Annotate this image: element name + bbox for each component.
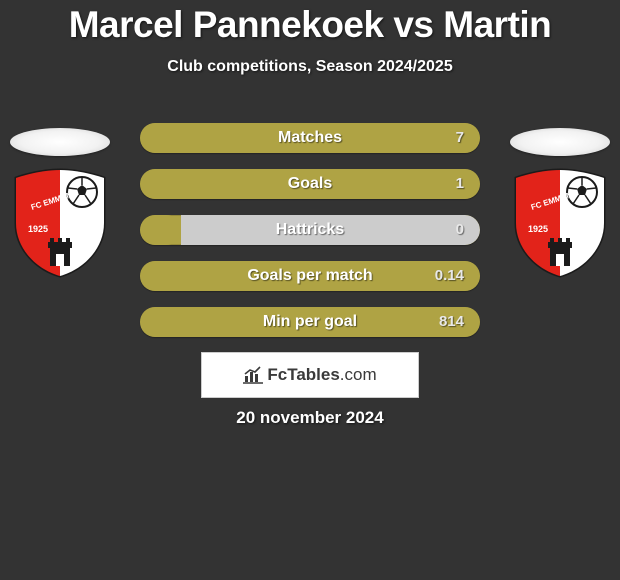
source-badge: FcTables.com <box>201 352 419 398</box>
stat-value: 0.14 <box>435 261 464 291</box>
stat-bar: Goals per match0.14 <box>140 261 480 291</box>
player-comparison-card: Marcel Pannekoek vs Martin Club competit… <box>0 0 620 580</box>
player-photo-placeholder <box>10 128 110 156</box>
stat-bar: Goals1 <box>140 169 480 199</box>
page-subtitle: Club competitions, Season 2024/2025 <box>0 58 620 76</box>
comparison-date: 20 november 2024 <box>0 408 620 428</box>
stat-label: Min per goal <box>140 307 480 337</box>
stat-label: Matches <box>140 123 480 153</box>
stat-label: Goals <box>140 169 480 199</box>
club-crest-left: FC EMMEN 1925 <box>10 168 110 278</box>
svg-text:1925: 1925 <box>28 224 48 234</box>
svg-text:1925: 1925 <box>528 224 548 234</box>
stats-list: Matches7Goals1Hattricks0Goals per match0… <box>140 123 480 353</box>
right-player-column: FC EMMEN 1925 <box>500 120 620 320</box>
stat-bar: Hattricks0 <box>140 215 480 245</box>
stat-label: Hattricks <box>140 215 480 245</box>
left-player-column: FC EMMEN 1925 <box>0 120 120 320</box>
bar-chart-icon <box>243 366 263 384</box>
stat-value: 7 <box>456 123 464 153</box>
page-title: Marcel Pannekoek vs Martin <box>0 0 620 46</box>
stat-bar: Min per goal814 <box>140 307 480 337</box>
club-crest-right: FC EMMEN 1925 <box>510 168 610 278</box>
tower-icon <box>548 238 572 266</box>
source-name-rest: .com <box>340 365 377 385</box>
tower-icon <box>48 238 72 266</box>
stat-value: 1 <box>456 169 464 199</box>
stat-value: 0 <box>456 215 464 245</box>
player-photo-placeholder <box>510 128 610 156</box>
stat-value: 814 <box>439 307 464 337</box>
stat-label: Goals per match <box>140 261 480 291</box>
source-name-bold: FcTables <box>267 365 339 385</box>
stat-bar: Matches7 <box>140 123 480 153</box>
